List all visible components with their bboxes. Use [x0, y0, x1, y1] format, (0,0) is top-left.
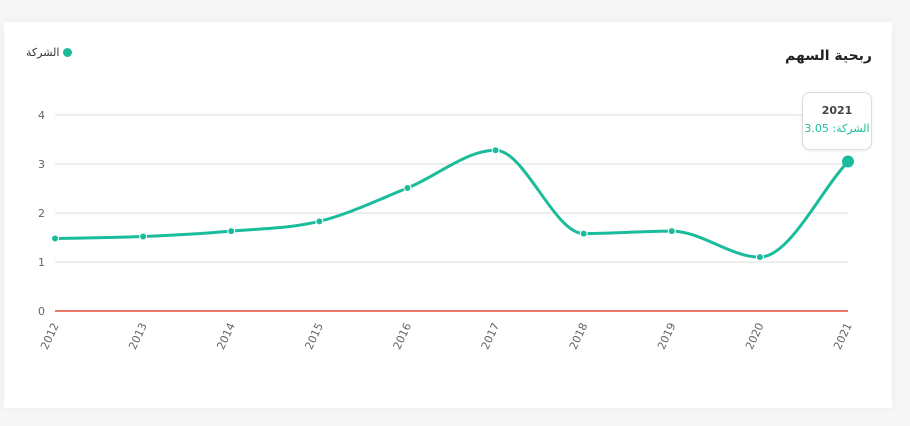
data-point[interactable]	[667, 227, 676, 236]
x-tick-label: 2021	[831, 321, 855, 352]
x-tick-label: 2019	[655, 321, 679, 352]
x-tick-label: 2013	[126, 321, 150, 352]
x-tick-label: 2018	[567, 321, 591, 352]
tooltip-year: 2021	[821, 104, 853, 117]
x-tick-label: 2012	[38, 321, 62, 352]
x-tick-label: 2020	[743, 321, 767, 352]
data-point[interactable]	[491, 146, 500, 155]
x-tick-label: 2015	[302, 321, 326, 352]
series-line	[53, 148, 850, 259]
y-tick-label: 2	[38, 207, 45, 220]
data-point[interactable]	[227, 227, 236, 236]
data-point-highlighted[interactable]	[842, 155, 854, 168]
y-tick-label: 1	[38, 256, 45, 269]
data-point[interactable]	[51, 234, 59, 243]
chart-card: ربحية السهم الشركة	[4, 22, 892, 408]
chart-title: ربحية السهم	[784, 48, 872, 64]
tooltip-value: الشركة: 3.05	[804, 122, 870, 135]
y-tick-label: 0	[38, 305, 45, 318]
y-tick-label: 3	[38, 158, 45, 171]
y-tick-label: 4	[38, 109, 45, 122]
data-point[interactable]	[139, 232, 148, 241]
data-point[interactable]	[315, 217, 324, 226]
data-point[interactable]	[403, 184, 412, 193]
legend[interactable]: الشركة	[26, 46, 73, 59]
tooltip: 2021 الشركة: 3.05	[802, 92, 872, 150]
x-tick-label: 2016	[391, 321, 415, 352]
legend-label: الشركة	[26, 46, 60, 59]
x-tick-label: 2017	[479, 321, 503, 352]
data-point[interactable]	[755, 253, 764, 262]
data-point[interactable]	[579, 229, 588, 238]
x-tick-label: 2014	[214, 321, 238, 352]
legend-dot-icon	[63, 48, 73, 57]
